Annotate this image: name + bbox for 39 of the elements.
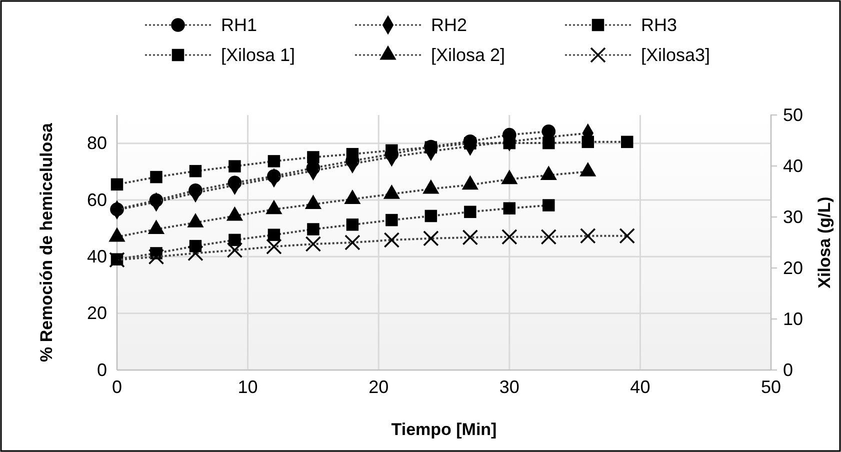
point [620, 136, 634, 148]
y2-tick-label: 10 [783, 308, 804, 329]
x-tick-label: 40 [630, 376, 650, 397]
y-tick-label: 0 [96, 360, 107, 380]
x-tick-label: 10 [238, 376, 258, 397]
y-axis-title: % Remoción de hemicelulosa [37, 122, 56, 362]
point [386, 144, 398, 157]
y2-tick-label: 0 [783, 360, 794, 380]
point [110, 178, 124, 191]
x-tick-label: 0 [112, 376, 122, 397]
point [189, 164, 202, 178]
y-tick-label: 40 [86, 246, 107, 266]
x-tick-label: 30 [499, 376, 520, 397]
legend-label: RH2 [431, 15, 468, 35]
legend-label: [Xilosa3] [641, 45, 710, 65]
x-tick-label: 50 [760, 376, 782, 397]
y2-axis-title: Xilosa (g/L) [815, 196, 834, 288]
point [464, 137, 476, 150]
x-axis-title: Tiempo [Min] [391, 420, 497, 439]
point [268, 155, 280, 168]
y-tick-label: 80 [86, 133, 107, 154]
y2-tick-label: 50 [783, 104, 804, 125]
point [582, 136, 594, 148]
x-tick-label: 20 [368, 376, 389, 397]
point [542, 136, 555, 150]
legend-label: RH3 [641, 15, 678, 35]
legend-label: [Xilosa 2] [431, 45, 506, 65]
point [307, 151, 320, 164]
point [228, 160, 241, 172]
point [503, 136, 516, 150]
y2-tick-label: 20 [783, 258, 804, 278]
point [424, 141, 438, 154]
legend-label: [Xilosa 1] [221, 45, 296, 65]
y-tick-label: 20 [86, 303, 107, 324]
y2-tick-label: 40 [783, 156, 804, 176]
y2-tick-label: 30 [783, 206, 804, 227]
legend-label: RH1 [221, 15, 258, 35]
y-tick-label: 60 [86, 190, 107, 210]
point [150, 170, 162, 184]
